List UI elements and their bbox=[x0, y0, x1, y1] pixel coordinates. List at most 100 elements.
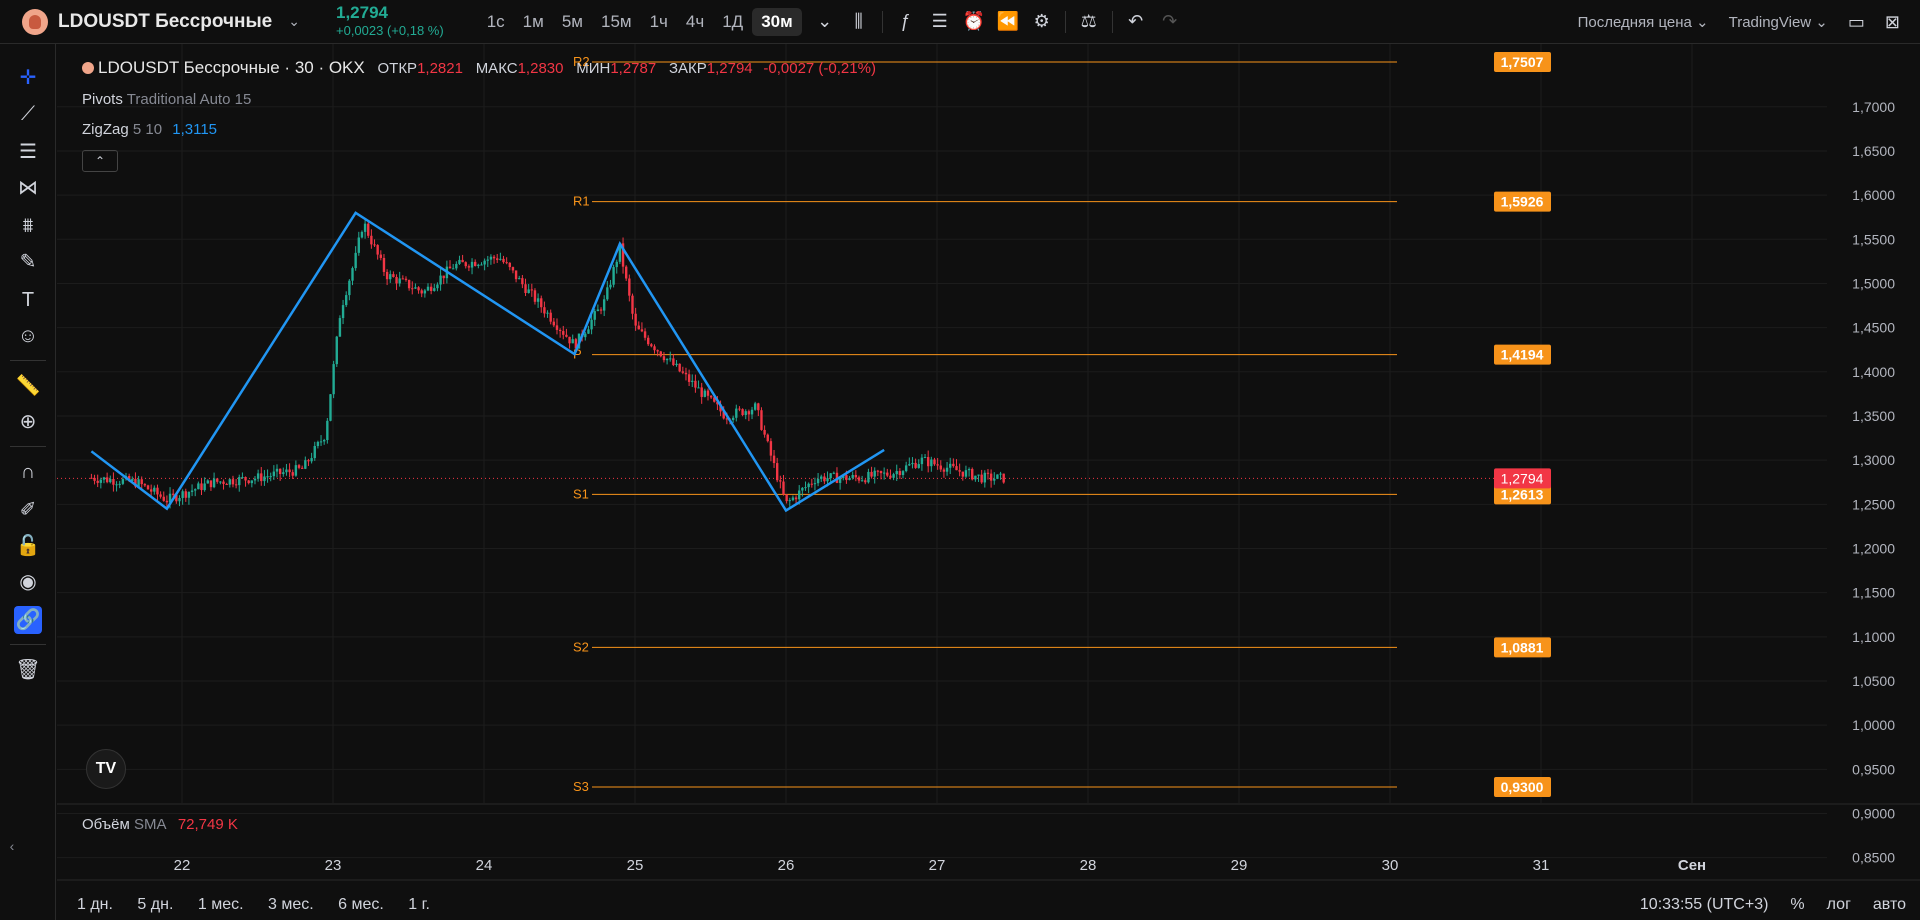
emoji-icon[interactable]: ☺ bbox=[17, 325, 39, 347]
trendline-icon[interactable]: ⟋ bbox=[21, 103, 35, 125]
interval-1h[interactable]: 1ч bbox=[649, 11, 668, 31]
candle-body bbox=[272, 471, 276, 477]
ruler-icon[interactable]: 📏 bbox=[15, 375, 41, 397]
interval-dropdown-icon[interactable]: ⌄ bbox=[817, 11, 833, 31]
indicators-icon[interactable]: ƒ bbox=[900, 11, 911, 31]
undo-icon[interactable]: ↶ bbox=[1128, 11, 1144, 31]
pivots-indicator[interactable]: Pivots Traditional Auto 15 bbox=[82, 91, 251, 108]
candle-body bbox=[980, 474, 983, 483]
candle-body bbox=[923, 457, 927, 459]
tradingview-logo-icon[interactable]: TV bbox=[86, 749, 126, 789]
lock-pencil-icon[interactable]: ✐ bbox=[19, 499, 37, 521]
price-type-select[interactable]: Последняя цена ⌄ bbox=[1577, 14, 1709, 31]
collapse-sidebar-icon[interactable]: ‹ bbox=[9, 838, 15, 854]
compare-scales-icon[interactable]: ⚖ bbox=[1080, 11, 1097, 31]
zoom-in-icon[interactable]: ⊕ bbox=[19, 411, 37, 433]
candle-body bbox=[738, 408, 741, 410]
y-tick-label: 1,4000 bbox=[1852, 364, 1895, 380]
close-icon[interactable]: ⊠ bbox=[1884, 11, 1900, 32]
interval-15m[interactable]: 15м bbox=[600, 11, 632, 31]
candles-type-icon[interactable]: ⫼ bbox=[854, 11, 863, 31]
candle-body bbox=[209, 480, 213, 488]
zigzag-polyline bbox=[90, 211, 885, 513]
crosshair-icon[interactable]: ✛ bbox=[19, 67, 37, 89]
candle-body bbox=[178, 498, 181, 502]
interval-1s[interactable]: 1с bbox=[486, 11, 505, 31]
candle-body bbox=[304, 460, 307, 469]
candle-body bbox=[964, 470, 968, 477]
candle-body bbox=[779, 480, 782, 482]
interval-30m[interactable]: 30м bbox=[752, 7, 802, 36]
x-tick-label: 22 bbox=[174, 857, 191, 874]
legend-change: -0,0027 (-0,21%) bbox=[763, 60, 876, 77]
settings-gear-icon[interactable]: ⚙ bbox=[1033, 11, 1050, 31]
pivot-badge-s1 bbox=[1494, 484, 1551, 505]
candle-body bbox=[747, 411, 751, 415]
unlock-icon[interactable]: 🔓 bbox=[15, 535, 41, 557]
trash-icon[interactable]: 🗑 bbox=[15, 659, 41, 681]
candle-body bbox=[322, 440, 326, 442]
brush-icon[interactable]: ✎ bbox=[19, 251, 37, 273]
price-axis: 1,7000 1,6500 1,6000 1,5500 1,5000 1,4500 1,40… bbox=[1852, 99, 1895, 866]
replay-icon[interactable]: ⏪ bbox=[996, 11, 1019, 31]
collapse-legend-button[interactable]: ⌃ bbox=[82, 150, 118, 172]
range-6m[interactable]: 6 мес. bbox=[338, 896, 384, 913]
candle-body bbox=[612, 267, 615, 285]
candle-body bbox=[288, 469, 291, 473]
candle-body bbox=[115, 484, 118, 486]
volume-name: Объём bbox=[82, 816, 130, 833]
candle-body bbox=[404, 278, 408, 280]
candle-body bbox=[348, 280, 351, 296]
symbol-logo-icon[interactable] bbox=[22, 8, 48, 35]
interval-5m[interactable]: 5м bbox=[561, 11, 583, 31]
clock[interactable]: 10:33:55 (UTC+3) bbox=[1639, 896, 1769, 913]
candle-body bbox=[911, 462, 914, 465]
magnet-icon[interactable]: ∩ bbox=[20, 461, 36, 483]
candle-body bbox=[775, 463, 779, 481]
projection-icon[interactable]: ⩩ bbox=[22, 215, 34, 237]
fullscreen-icon[interactable]: ▭ bbox=[1847, 11, 1865, 32]
percent-toggle[interactable]: % bbox=[1790, 896, 1805, 913]
brand-select[interactable]: TradingView ⌄ bbox=[1728, 14, 1828, 31]
candle-body bbox=[527, 289, 530, 294]
auto-toggle[interactable]: авто bbox=[1872, 896, 1906, 913]
symbol-name[interactable]: LDOUSDT Бессрочные bbox=[58, 10, 273, 32]
interval-4h[interactable]: 4ч bbox=[685, 11, 705, 31]
eye-icon[interactable]: ◉ bbox=[19, 571, 37, 593]
legend-title[interactable]: LDOUSDT Бессрочные · 30 · OKX bbox=[98, 58, 365, 77]
pivot-badge-p bbox=[1494, 344, 1551, 365]
range-3m[interactable]: 3 мес. bbox=[267, 896, 314, 913]
candle-body bbox=[247, 480, 250, 484]
candle-body bbox=[389, 274, 392, 280]
templates-icon[interactable]: ☰ bbox=[931, 11, 948, 31]
volume-indicator[interactable]: Объём SMA 72,749 K bbox=[82, 816, 238, 833]
range-1m[interactable]: 1 мес. bbox=[197, 896, 244, 913]
price-chart[interactable]: R2 1,7507 R1 1,5926 P 1,4194 S1 1,2613 S2 1,0881 S… bbox=[57, 44, 1920, 890]
price-type-label: Последняя цена bbox=[1577, 14, 1692, 31]
candle-body bbox=[373, 244, 376, 246]
fib-lines-icon[interactable]: ☰ bbox=[19, 141, 37, 163]
candle-body bbox=[121, 479, 125, 484]
chevron-down-icon[interactable]: ⌄ bbox=[288, 13, 300, 29]
range-1y[interactable]: 1 г. bbox=[408, 896, 430, 913]
range-5d[interactable]: 5 дн. bbox=[137, 896, 174, 913]
candle-body bbox=[159, 494, 162, 497]
candle-body bbox=[313, 446, 316, 459]
link-icon[interactable]: 🔗 bbox=[14, 606, 42, 634]
candle-body bbox=[392, 274, 395, 277]
interval-1d[interactable]: 1Д bbox=[722, 11, 744, 31]
range-1d[interactable]: 1 дн. bbox=[77, 896, 113, 913]
text-tool-icon[interactable]: T bbox=[21, 289, 35, 311]
redo-icon[interactable]: ↷ bbox=[1162, 11, 1178, 31]
zigzag-indicator[interactable]: ZigZag 5 10 1,3115 bbox=[82, 121, 217, 138]
alert-icon[interactable]: ⏰ bbox=[962, 11, 985, 31]
y-tick-label: 1,2500 bbox=[1852, 496, 1895, 512]
candle-body bbox=[473, 261, 477, 266]
pattern-icon[interactable]: ⋈ bbox=[18, 177, 38, 199]
candle-body bbox=[105, 477, 109, 483]
interval-1m[interactable]: 1м bbox=[522, 11, 544, 31]
candle-body bbox=[250, 480, 254, 484]
log-toggle[interactable]: лог bbox=[1826, 896, 1851, 913]
y-tick-label: 1,6000 bbox=[1852, 187, 1895, 203]
candle-body bbox=[395, 276, 398, 284]
